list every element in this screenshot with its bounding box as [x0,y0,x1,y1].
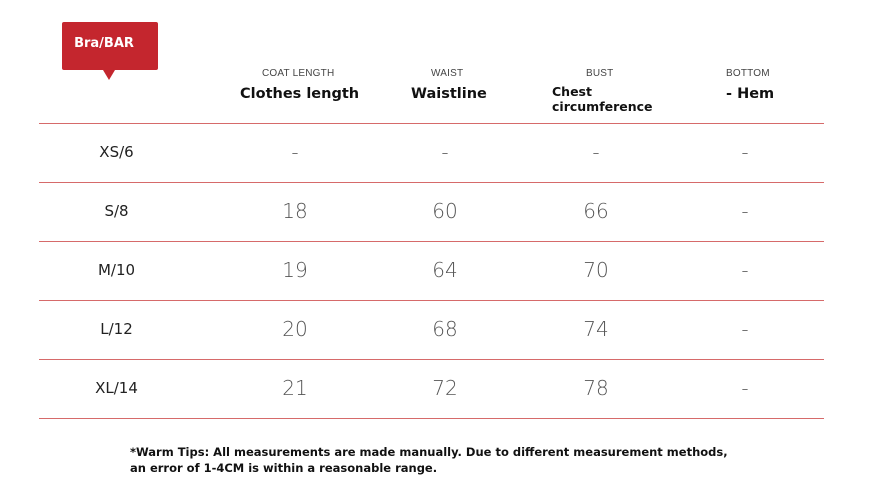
col-bottom-title: - Hem [726,86,775,102]
coat-length-value: 20 [282,317,308,341]
hem-value: - [741,317,749,341]
waist-value: 72 [432,376,458,400]
warm-tips-line-1: *Warm Tips: All measurements are made ma… [130,445,728,459]
waist-value: - [441,140,449,164]
coat-length-value: 18 [282,199,308,223]
bust-value: 78 [583,376,609,400]
size-label: XL/14 [95,379,138,397]
col-bust-sub: BUST [586,68,614,79]
hem-value: - [741,199,749,223]
coat-length-value: 21 [282,376,308,400]
col-bottom-sub: BOTTOM [726,68,770,79]
table-rule [39,182,824,183]
table-row: XS/6 - - - - [39,124,824,182]
bust-value: - [592,140,600,164]
size-category-tag: Bra/BAR [62,22,158,80]
table-rule [39,123,824,124]
table-rule [39,359,824,360]
bust-value: 66 [583,199,609,223]
size-label: S/8 [104,202,129,220]
hem-value: - [741,140,749,164]
col-waist-title: Waistline [411,86,487,102]
waist-value: 68 [432,317,458,341]
coat-length-value: - [291,140,299,164]
table-row: S/8 18 60 66 - [39,183,824,241]
table-rule [39,418,824,419]
col-coat-length-sub: COAT LENGTH [262,68,335,79]
warm-tips-note: *Warm Tips: All measurements are made ma… [130,444,770,476]
table-row: L/12 20 68 74 - [39,301,824,359]
hem-value: - [741,258,749,282]
table-row: XL/14 21 72 78 - [39,360,824,418]
size-category-label: Bra/BAR [74,36,134,51]
bust-value: 70 [583,258,609,282]
table-row: M/10 19 64 70 - [39,242,824,300]
table-rule [39,300,824,301]
size-label: XS/6 [99,143,134,161]
col-coat-length-title: Clothes length [240,86,360,102]
size-label: M/10 [97,261,136,279]
table-rule [39,241,824,242]
bust-value: 74 [583,317,609,341]
coat-length-value: 19 [282,258,308,282]
warm-tips-line-2: an error of 1-4CM is within a reasonable… [130,461,438,475]
col-waist-sub: WAIST [431,68,464,79]
size-label: L/12 [100,320,133,338]
col-bust-title: Chest circumference [552,84,653,114]
tag-pointer-icon [103,70,115,80]
waist-value: 60 [432,199,458,223]
waist-value: 64 [432,258,458,282]
hem-value: - [741,376,749,400]
